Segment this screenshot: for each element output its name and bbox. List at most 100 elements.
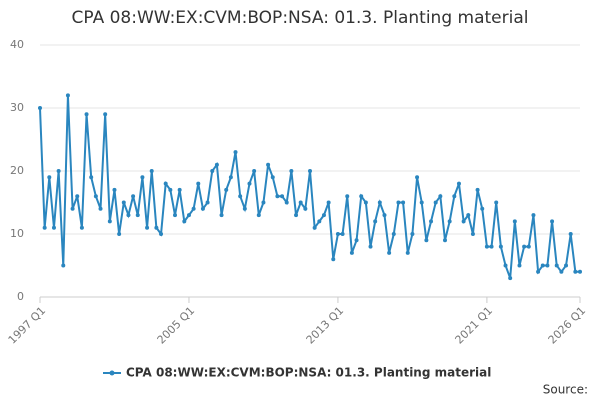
data-point — [410, 232, 415, 236]
data-point — [233, 150, 238, 155]
data-point — [294, 213, 299, 218]
data-point — [256, 213, 261, 218]
data-point — [163, 181, 168, 186]
data-point — [494, 200, 499, 205]
data-point — [391, 232, 396, 236]
data-point — [154, 225, 159, 230]
data-point — [308, 169, 312, 173]
data-point — [424, 238, 429, 243]
data-point — [70, 206, 75, 211]
data-point — [508, 276, 513, 281]
data-point — [531, 213, 536, 218]
data-point — [573, 269, 578, 274]
data-point — [373, 219, 378, 224]
data-point — [89, 175, 94, 180]
data-point — [517, 263, 522, 268]
data-point — [359, 194, 364, 199]
data-point — [252, 169, 257, 173]
data-point — [210, 169, 215, 173]
data-point — [145, 225, 150, 230]
data-point — [438, 194, 443, 199]
data-point — [289, 169, 294, 173]
data-point — [498, 244, 503, 249]
data-point — [363, 200, 368, 205]
legend-marker — [109, 370, 115, 376]
data-point — [219, 213, 224, 218]
data-point — [480, 206, 485, 211]
data-point — [335, 232, 340, 236]
data-point — [396, 200, 401, 205]
data-point — [173, 213, 177, 218]
data-point — [443, 238, 447, 243]
data-point — [415, 175, 420, 180]
y-tick-label: 0 — [17, 290, 24, 303]
data-point — [349, 250, 354, 255]
data-point — [540, 263, 545, 268]
data-point — [275, 194, 280, 199]
data-point — [368, 244, 373, 249]
data-point — [303, 206, 308, 211]
legend-label: CPA 08:WW:EX:CVM:BOP:NSA: 01.3. Planting… — [126, 366, 491, 380]
data-point — [266, 162, 271, 167]
data-point — [149, 169, 154, 173]
data-point — [135, 213, 140, 218]
data-point — [317, 219, 322, 224]
source: Source: — [543, 383, 588, 397]
x-tick-label: 2005 Q1 — [155, 304, 198, 347]
data-point — [452, 194, 457, 199]
data-point — [224, 187, 229, 192]
data-point — [354, 238, 359, 243]
data-point — [564, 263, 569, 268]
data-point — [280, 194, 285, 199]
x-tick-label: 2013 Q1 — [304, 304, 347, 347]
data-point — [214, 162, 219, 167]
data-point — [196, 181, 201, 186]
data-point — [568, 232, 573, 236]
data-point — [121, 200, 126, 205]
data-point — [447, 219, 452, 224]
data-point — [261, 200, 266, 205]
data-point — [242, 206, 247, 211]
data-point — [559, 269, 564, 274]
data-point — [65, 93, 70, 98]
data-point — [387, 250, 392, 255]
data-point — [131, 194, 136, 199]
data-point — [140, 175, 145, 180]
data-point — [205, 200, 210, 205]
data-point — [186, 213, 191, 218]
data-point — [270, 175, 275, 180]
y-tick-label: 40 — [10, 38, 24, 51]
data-point — [345, 194, 350, 199]
data-point — [554, 263, 559, 268]
data-point — [433, 200, 438, 205]
data-point — [51, 225, 56, 230]
data-point — [503, 263, 508, 268]
data-point — [159, 232, 164, 236]
x-tick-label: 2026 Q1 — [546, 304, 589, 347]
data-point — [107, 219, 112, 224]
data-point — [340, 232, 345, 236]
data-point — [456, 181, 461, 186]
y-tick-label: 20 — [10, 164, 24, 177]
data-point — [182, 219, 187, 224]
data-point — [75, 194, 80, 199]
data-point — [312, 225, 317, 230]
data-point — [550, 219, 555, 224]
data-point — [466, 213, 471, 218]
data-point — [512, 219, 517, 224]
data-point — [84, 112, 89, 117]
data-point — [522, 244, 527, 249]
data-point — [470, 232, 475, 236]
data-point — [168, 187, 173, 192]
data-point — [429, 219, 434, 224]
data-point — [98, 206, 103, 211]
data-point — [377, 200, 382, 205]
data-point — [526, 244, 531, 249]
data-point — [47, 175, 52, 180]
data-point — [489, 244, 494, 249]
data-point — [298, 200, 303, 205]
data-point — [191, 206, 196, 211]
data-point — [228, 175, 233, 180]
